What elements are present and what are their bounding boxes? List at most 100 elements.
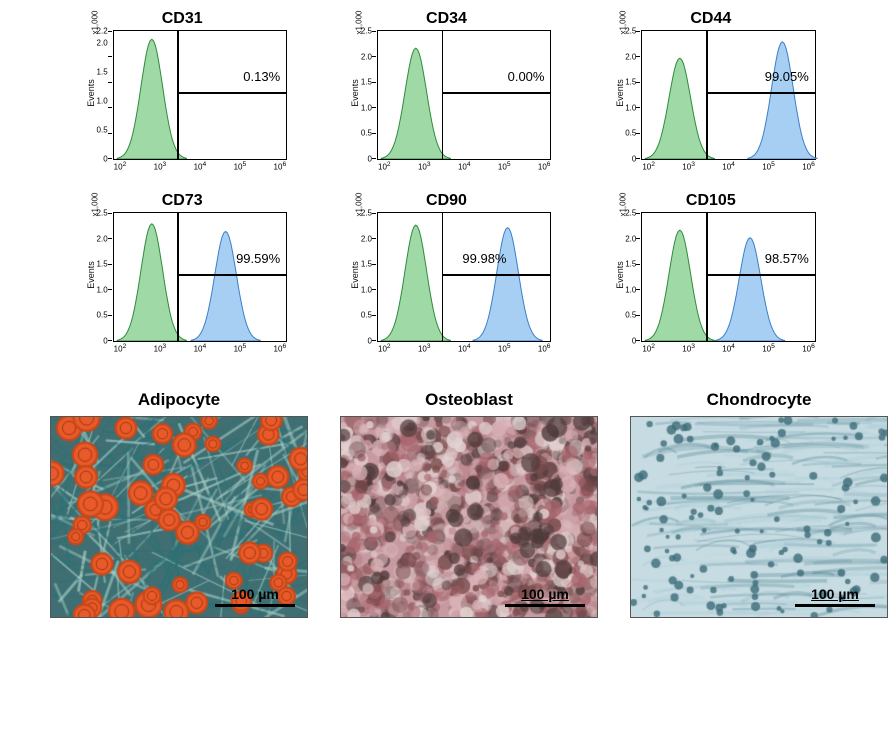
facs-title: CD34 [426, 10, 467, 28]
y-tick-label: 0 [103, 337, 107, 346]
y-tick-label: 2.2 [97, 27, 108, 36]
x-tick-label: 104 [458, 161, 471, 173]
gate-line-horizontal [706, 92, 815, 94]
plot-box: 99.98%10210310410510600.51.01.52.02.5 [377, 212, 551, 342]
x-tick-label: 106 [538, 343, 551, 355]
facs-plot: x1,000Events0.00%10210310410510600.51.01… [341, 30, 551, 180]
x-tick-row: 102103104105106 [642, 343, 814, 355]
scale-bar: 100 µm [505, 586, 585, 607]
y-tick-label: 0.5 [97, 125, 108, 134]
gate-line-vertical [177, 31, 179, 159]
micrograph-chondrocyte: Chondrocyte100 µm [630, 390, 888, 618]
facs-title: CD73 [162, 192, 203, 210]
y-axis-label: Events [86, 79, 96, 107]
y-tick-label: 1.5 [97, 67, 108, 76]
plot-box: 99.59%10210310410510600.51.01.52.02.5 [113, 212, 287, 342]
x-tick-label: 104 [194, 161, 207, 173]
histogram-svg [114, 215, 294, 341]
x-tick-row: 102103104105106 [378, 343, 550, 355]
histogram-svg [378, 33, 558, 159]
y-tick-label: 2.5 [625, 27, 636, 36]
y-tick-label: 0.5 [361, 311, 372, 320]
y-tick-label: 1.5 [361, 260, 372, 269]
y-tick-label: 2.0 [361, 234, 372, 243]
x-tick-label: 106 [802, 161, 815, 173]
micrograph-title: Osteoblast [425, 390, 513, 410]
y-tick-label: 1.0 [361, 285, 372, 294]
y-tick-label: 0.5 [97, 311, 108, 320]
micrograph-osteoblast: Osteoblast 100 µm [340, 390, 598, 618]
y-tick-label: 1.5 [361, 78, 372, 87]
x-tick-label: 106 [274, 343, 287, 355]
x-tick-label: 102 [378, 161, 391, 173]
gate-line-horizontal [706, 274, 815, 276]
gate-line-horizontal [177, 92, 286, 94]
facs-plot: x1,000Events0.13%10210310410510600.51.01… [77, 30, 287, 180]
x-tick-row: 102103104105106 [114, 343, 286, 355]
facs-panel-cd44: CD44x1,000Events99.05%10210310410510600.… [599, 10, 823, 180]
gate-percentage: 98.57% [765, 251, 809, 266]
x-tick-label: 102 [642, 161, 655, 173]
y-tick-label: 2.5 [625, 209, 636, 218]
y-tick-label: 2.0 [97, 234, 108, 243]
y-tick-col [636, 31, 640, 159]
control-histogram [646, 58, 715, 159]
x-tick-label: 106 [274, 161, 287, 173]
marker-histogram [748, 42, 817, 159]
control-histogram [117, 39, 186, 159]
facs-plot: x1,000Events98.57%10210310410510600.51.0… [606, 212, 816, 362]
y-tick-label: 1.0 [625, 103, 636, 112]
y-tick-label: 1.0 [97, 96, 108, 105]
y-axis-label: Events [615, 79, 625, 107]
histogram-svg [642, 215, 822, 341]
micrograph-adipocyte: Adipocyte 100 µm [50, 390, 308, 618]
y-tick-label: 1.0 [97, 285, 108, 294]
plot-box: 99.05%10210310410510600.51.01.52.02.5 [641, 30, 815, 160]
micrograph-title: Adipocyte [138, 390, 220, 410]
plot-box: 0.00%10210310410510600.51.01.52.02.5 [377, 30, 551, 160]
y-tick-label: 0.5 [625, 129, 636, 138]
y-tick-label: 1.5 [625, 260, 636, 269]
facs-plot: x1,000Events99.98%10210310410510600.51.0… [341, 212, 551, 362]
scale-bar-label: 100 µm [231, 586, 279, 602]
x-tick-label: 105 [234, 161, 247, 173]
facs-panel-cd73: CD73x1,000Events99.59%10210310410510600.… [70, 192, 294, 362]
facs-panel-cd105: CD105x1,000Events98.57%10210310410510600… [599, 192, 823, 362]
gate-line-vertical [442, 31, 444, 159]
facs-title: CD44 [690, 10, 731, 28]
x-tick-row: 102103104105106 [378, 161, 550, 173]
y-tick-label: 0.5 [625, 311, 636, 320]
figure-root: CD31x1,000Events0.13%10210310410510600.5… [0, 0, 893, 734]
x-tick-label: 102 [378, 343, 391, 355]
facs-title: CD105 [686, 192, 736, 210]
y-tick-col [108, 213, 112, 341]
y-tick-col [636, 213, 640, 341]
gate-line-vertical [177, 213, 179, 341]
gate-line-vertical [706, 31, 708, 159]
x-tick-label: 105 [234, 343, 247, 355]
scale-bar: 100 µm [215, 586, 295, 607]
y-tick-label: 2.0 [97, 38, 108, 47]
gate-percentage: 99.98% [462, 251, 506, 266]
facs-panel-cd90: CD90x1,000Events99.98%10210310410510600.… [334, 192, 558, 362]
y-axis-label: Events [615, 261, 625, 289]
x-tick-label: 104 [458, 343, 471, 355]
marker-histogram [191, 231, 260, 341]
facs-plot: x1,000Events99.59%10210310410510600.51.0… [77, 212, 287, 362]
gate-percentage: 0.00% [508, 69, 545, 84]
histogram-svg [114, 33, 294, 159]
plot-box: 98.57%10210310410510600.51.01.52.02.5 [641, 212, 815, 342]
x-tick-row: 102103104105106 [642, 161, 814, 173]
gate-percentage: 0.13% [243, 69, 280, 84]
facs-panel-cd31: CD31x1,000Events0.13%10210310410510600.5… [70, 10, 294, 180]
gate-line-vertical [442, 213, 444, 341]
x-tick-label: 103 [418, 343, 431, 355]
scale-bar-line [505, 604, 585, 607]
x-tick-label: 102 [114, 161, 127, 173]
gate-percentage: 99.59% [236, 251, 280, 266]
marker-histogram [473, 228, 542, 341]
y-tick-label: 1.0 [361, 103, 372, 112]
x-tick-label: 105 [762, 343, 775, 355]
y-tick-label: 0 [103, 155, 107, 164]
plot-box: 0.13%10210310410510600.51.01.52.02.2 [113, 30, 287, 160]
